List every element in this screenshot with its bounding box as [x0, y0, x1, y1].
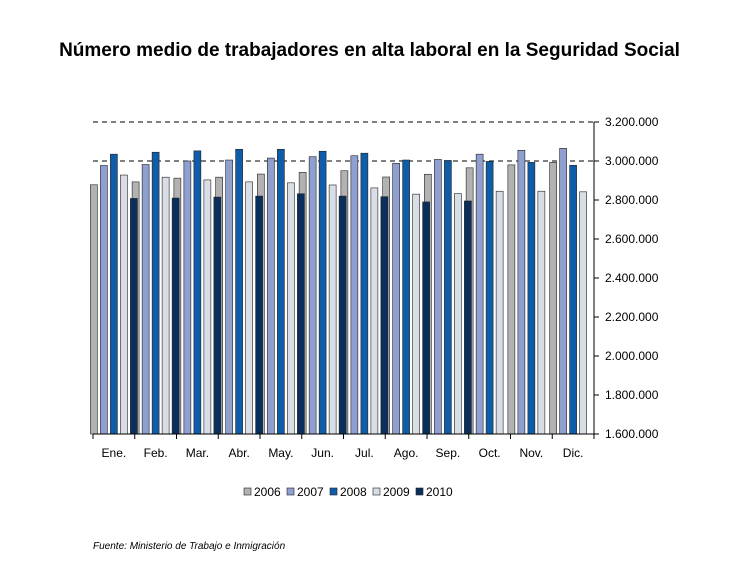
bar-2008-2 [193, 150, 202, 435]
bar-2008-11 [569, 164, 577, 435]
bar-2007-2 [183, 160, 192, 435]
bar-2007-5 [308, 156, 317, 435]
bar-2006-11 [549, 162, 557, 435]
bar-2009-4 [287, 182, 295, 435]
bar-2008-5 [318, 150, 327, 435]
x-tick-label: Ene. [102, 446, 127, 460]
axes-layer: 1.600.000 1.800.000 2.000.000 2.200.000 2.40… [92, 115, 659, 460]
bar-2007-6 [350, 155, 359, 435]
legend-swatch-2008 [329, 487, 338, 496]
bar-2009-10 [537, 190, 546, 435]
y-tick-label: 3.000.000 [605, 154, 659, 168]
bar-2007-7 [392, 163, 400, 435]
bar-2010-7 [422, 201, 430, 435]
bar-2008-3 [235, 149, 243, 435]
x-tick-label: Dic. [563, 446, 584, 460]
legend-label-2006: 2006 [254, 485, 281, 499]
x-tick-label: Sep. [436, 446, 461, 460]
bar-2010-4 [297, 193, 305, 435]
x-tick-label: Nov. [519, 446, 543, 460]
y-tick-label: 2.000.000 [605, 349, 659, 363]
bar-2007-3 [225, 159, 233, 435]
bar-2010-2 [213, 196, 222, 435]
bar-2007-11 [559, 148, 567, 435]
bar-2007-10 [517, 149, 526, 435]
legend-label-2009: 2009 [383, 485, 410, 499]
bar-2009-2 [203, 179, 212, 435]
legend-swatch-2006 [243, 487, 252, 496]
bar-2009-9 [495, 190, 504, 435]
y-tick-label: 2.200.000 [605, 310, 659, 324]
bar-2010-0 [130, 198, 138, 435]
y-tick-label: 2.600.000 [605, 232, 659, 246]
bar-2009-8 [454, 193, 462, 435]
bar-2009-11 [579, 191, 587, 435]
x-tick-label: Oct. [479, 446, 501, 460]
bars-layer [90, 148, 587, 435]
bar-2009-7 [412, 193, 420, 435]
bar-2008-7 [402, 159, 410, 435]
bar-2010-5 [338, 195, 347, 435]
bar-2007-8 [434, 159, 442, 435]
bar-2007-1 [141, 164, 150, 435]
bar-2008-10 [527, 162, 536, 435]
chart-source: Fuente: Ministerio de Trabajo e Inmigrac… [93, 541, 286, 552]
bar-2010-6 [380, 196, 389, 435]
bar-2008-8 [444, 160, 452, 435]
y-tick-label: 3.200.000 [605, 115, 659, 129]
bar-2008-0 [110, 153, 118, 435]
bar-2008-4 [277, 149, 285, 435]
bar-2007-4 [267, 157, 275, 435]
bar-2010-1 [171, 197, 180, 435]
bar-2007-9 [475, 153, 484, 435]
bar-2008-6 [360, 152, 369, 435]
bar-2007-0 [100, 165, 108, 435]
x-tick-label: Ago. [394, 446, 419, 460]
bar-2006-0 [90, 184, 98, 435]
bar-2009-3 [245, 181, 253, 435]
y-tick-label: 1.800.000 [605, 388, 659, 402]
bar-2008-9 [485, 161, 494, 435]
x-tick-label: Feb. [144, 446, 168, 460]
bar-2010-8 [464, 200, 472, 435]
y-tick-label: 2.800.000 [605, 193, 659, 207]
y-tick-label: 1.600.000 [605, 427, 659, 441]
x-tick-label: Mar. [186, 446, 209, 460]
bar-2006-10 [507, 164, 516, 435]
y-tick-label: 2.400.000 [605, 271, 659, 285]
x-tick-label: Abr. [228, 446, 249, 460]
legend-label-2008: 2008 [340, 485, 367, 499]
grid-layer [93, 121, 594, 162]
bar-2009-1 [161, 176, 170, 435]
legend-swatch-2010 [415, 487, 424, 496]
bar-2009-6 [370, 187, 379, 435]
chart-title: Número medio de trabajadores en alta lab… [59, 40, 680, 61]
legend-label-2007: 2007 [297, 485, 324, 499]
bar-2010-3 [255, 195, 263, 435]
x-tick-label: Jun. [311, 446, 334, 460]
x-tick-label: Jul. [355, 446, 374, 460]
legend-swatch-2009 [372, 487, 381, 496]
bar-2009-0 [120, 174, 128, 435]
x-tick-label: May. [268, 446, 293, 460]
legend-swatch-2007 [286, 487, 295, 496]
bar-2008-1 [151, 151, 160, 435]
legend-label-2010: 2010 [426, 485, 453, 499]
bar-2009-5 [328, 184, 337, 435]
legend: 2006 2007 2008 2009 2010 [243, 485, 453, 499]
